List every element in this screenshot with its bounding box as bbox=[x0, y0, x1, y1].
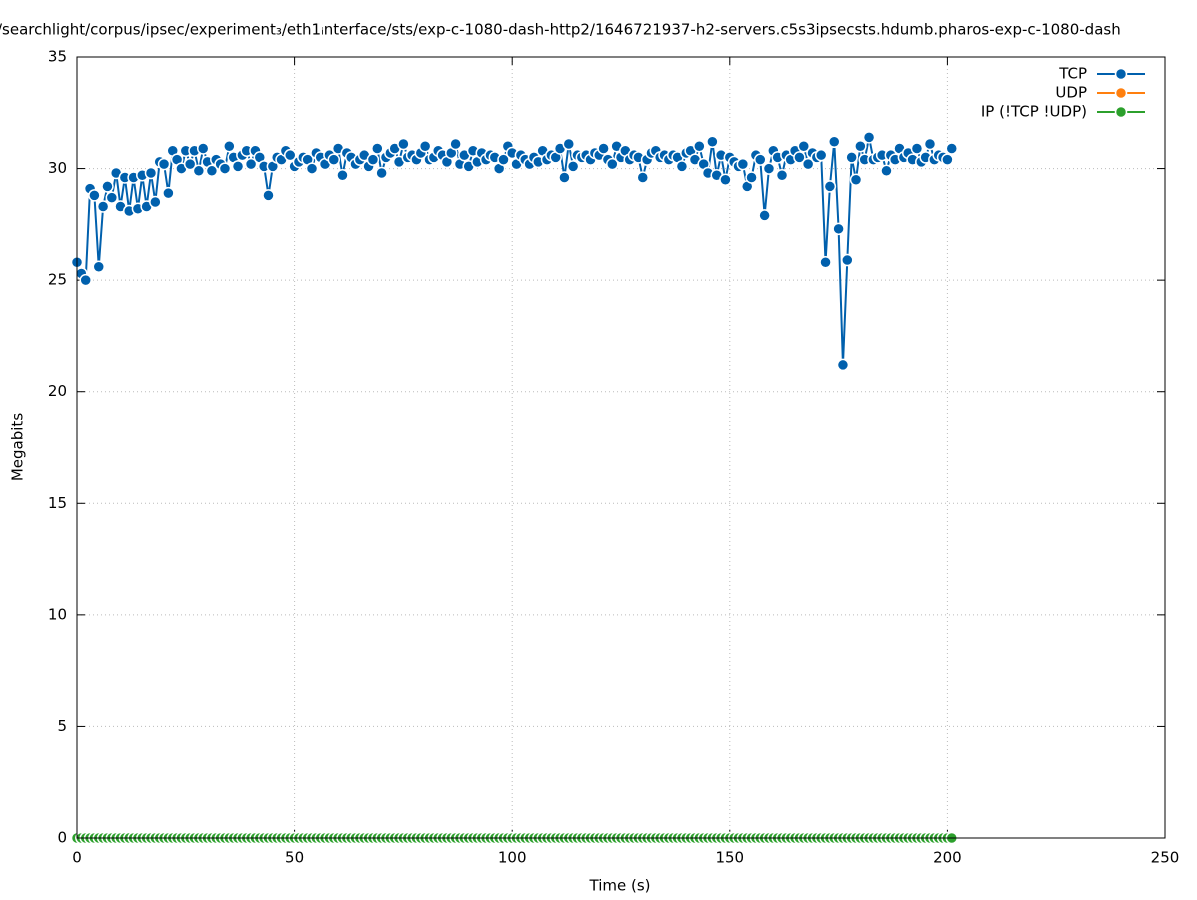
data-point bbox=[223, 140, 236, 153]
data-point bbox=[841, 253, 854, 267]
y-tick-label: 20 bbox=[48, 382, 67, 400]
legend-marker bbox=[1114, 105, 1128, 119]
data-point bbox=[823, 180, 837, 193]
data-point bbox=[845, 151, 858, 164]
legend-marker bbox=[1114, 86, 1128, 100]
data-point bbox=[745, 171, 758, 184]
data-point bbox=[262, 189, 275, 202]
data-point bbox=[910, 142, 924, 155]
x-tick-label: 150 bbox=[715, 849, 744, 867]
data-point bbox=[88, 189, 101, 202]
data-point bbox=[205, 164, 219, 178]
data-point bbox=[819, 256, 832, 269]
data-point bbox=[606, 157, 619, 171]
data-point bbox=[706, 135, 719, 149]
data-point bbox=[636, 171, 650, 184]
data-point bbox=[814, 148, 828, 162]
data-point bbox=[397, 137, 410, 151]
legend-label: TCP bbox=[1058, 65, 1087, 83]
data-point bbox=[449, 137, 462, 151]
data-point bbox=[418, 140, 432, 153]
data-point bbox=[597, 142, 610, 155]
data-point bbox=[162, 186, 175, 200]
data-point bbox=[366, 153, 380, 166]
x-tick-label: 0 bbox=[72, 849, 82, 867]
y-tick-label: 0 bbox=[57, 829, 67, 847]
data-point bbox=[305, 162, 319, 175]
data-point bbox=[793, 151, 806, 164]
data-point bbox=[231, 160, 245, 173]
data-point bbox=[880, 164, 893, 178]
data-point bbox=[797, 140, 811, 153]
data-point bbox=[92, 260, 106, 274]
data-point bbox=[371, 142, 384, 155]
grid: 0 5 10 15 20 25 30 35 0 50 100 150 200 250 bbox=[48, 48, 1179, 867]
y-tick-label: 25 bbox=[48, 271, 67, 289]
y-axis-label: Megabits bbox=[9, 413, 27, 481]
y-tick-label: 15 bbox=[48, 494, 67, 512]
x-tick-label: 100 bbox=[498, 849, 527, 867]
data-point bbox=[941, 153, 954, 166]
y-tick-label: 5 bbox=[57, 717, 67, 735]
data-point bbox=[192, 164, 206, 178]
data-point bbox=[327, 153, 341, 166]
legend-marker bbox=[1114, 67, 1128, 81]
data-point bbox=[758, 209, 771, 222]
data-point bbox=[762, 162, 776, 175]
data-point bbox=[157, 157, 171, 171]
x-tick-label: 200 bbox=[933, 849, 962, 867]
data-point bbox=[101, 180, 114, 193]
data-point bbox=[827, 135, 841, 149]
data-point bbox=[79, 273, 92, 287]
data-point bbox=[183, 157, 197, 171]
data-point bbox=[801, 157, 815, 171]
legend-label: UDP bbox=[1055, 84, 1087, 102]
data-point bbox=[719, 173, 732, 186]
y-tick-label: 35 bbox=[48, 48, 67, 66]
x-tick-label: 250 bbox=[1151, 849, 1180, 867]
data-point bbox=[836, 358, 850, 372]
plot-data bbox=[70, 131, 959, 845]
data-point bbox=[562, 137, 576, 151]
data-point bbox=[832, 222, 845, 236]
legend-label: IP (!TCP !UDP) bbox=[981, 103, 1087, 121]
data-point bbox=[497, 153, 510, 166]
data-point bbox=[196, 142, 210, 155]
x-axis-label: Time (s) bbox=[589, 877, 651, 895]
chart-title: /searchlight/corpus/ipsec/experiment₃/et… bbox=[0, 21, 1121, 39]
data-point bbox=[336, 169, 349, 182]
data-point bbox=[566, 160, 580, 173]
data-point bbox=[144, 166, 158, 180]
data-point bbox=[675, 160, 689, 173]
y-tick-label: 30 bbox=[48, 159, 67, 177]
data-point bbox=[775, 169, 789, 182]
plot-border bbox=[76, 56, 1166, 839]
data-point bbox=[149, 195, 162, 209]
data-point bbox=[105, 191, 119, 204]
data-point bbox=[375, 166, 388, 180]
data-point bbox=[736, 157, 750, 171]
data-point bbox=[283, 148, 297, 162]
data-point bbox=[693, 140, 706, 153]
data-point bbox=[849, 173, 863, 186]
data-point bbox=[754, 153, 767, 166]
data-point bbox=[218, 162, 232, 175]
y-tick-label: 10 bbox=[48, 605, 67, 623]
data-point bbox=[244, 157, 258, 171]
data-point bbox=[854, 140, 867, 153]
data-point bbox=[558, 171, 571, 184]
data-point bbox=[862, 131, 876, 144]
data-point bbox=[923, 137, 937, 151]
data-point bbox=[96, 200, 110, 213]
x-tick-label: 50 bbox=[285, 849, 304, 867]
data-point bbox=[945, 142, 959, 155]
